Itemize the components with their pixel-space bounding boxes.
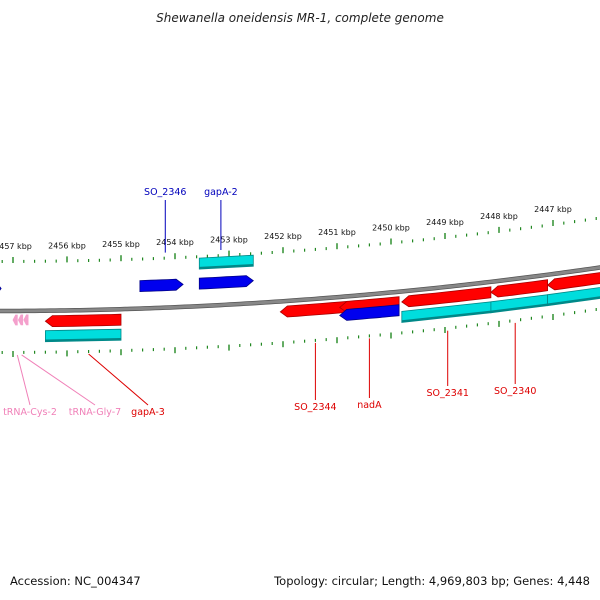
feature-label: SO_2340 xyxy=(494,386,536,397)
cds-feature xyxy=(546,272,600,291)
genome-backbone xyxy=(0,265,600,314)
feature-labels: SO_2346 gapA-2 tRNA-Cys-2 tRNA-Gly-7 gapA-3 S… xyxy=(3,187,536,418)
gene-feature xyxy=(0,286,2,291)
tick-label: 2453 kbp xyxy=(210,236,248,245)
feature-label: SO_2344 xyxy=(294,402,336,413)
feature-label: gapA-2 xyxy=(204,187,238,198)
label-leader xyxy=(21,354,96,406)
map-title: Shewanella oneidensis MR-1, complete gen… xyxy=(156,11,444,25)
rna-feature-shade xyxy=(401,310,492,323)
tick-label: 2454 kbp xyxy=(156,238,194,247)
trna-feature xyxy=(23,314,29,326)
feature-label: nadA xyxy=(357,400,382,411)
rna-feature xyxy=(547,287,600,307)
cds-feature xyxy=(279,300,349,318)
label-leader xyxy=(16,354,31,406)
scale-ticks: 2457 kbp 2456 kbp 2455 kbp 2454 kbp 2453 kbp… xyxy=(0,205,597,357)
genome-stats-text: Topology: circular; Length: 4,969,803 bp… xyxy=(273,574,590,588)
feature-label: SO_2346 xyxy=(144,187,186,198)
tick-label: 2457 kbp xyxy=(0,242,32,251)
gene-feature xyxy=(139,278,184,293)
tick-label: 2449 kbp xyxy=(426,218,464,227)
feature-label: SO_2341 xyxy=(426,388,468,399)
rna-feature-shade xyxy=(45,338,122,342)
rna-feature-shade xyxy=(199,264,254,269)
trna-feature xyxy=(17,314,24,326)
feature-label: tRNA-Cys-2 xyxy=(3,407,57,418)
gene-feature xyxy=(339,304,400,321)
trna-feature xyxy=(12,314,18,326)
tick-label: 2456 kbp xyxy=(48,241,86,250)
tick-label: 2448 kbp xyxy=(480,212,518,221)
rna-feature-shade xyxy=(547,296,600,306)
tick-label: 2451 kbp xyxy=(318,228,356,237)
feature-label: gapA-3 xyxy=(131,407,165,418)
accession-text: Accession: NC_004347 xyxy=(10,574,141,588)
cds-feature xyxy=(44,313,122,327)
gene-feature xyxy=(198,275,254,290)
tick-label: 2455 kbp xyxy=(102,240,140,249)
label-leader xyxy=(88,353,149,406)
tick-label: 2447 kbp xyxy=(534,205,572,214)
backbone-line xyxy=(0,265,600,313)
feature-label: tRNA-Gly-7 xyxy=(69,407,121,418)
tick-label: 2450 kbp xyxy=(372,224,410,233)
map-layer: 2457 kbp 2456 kbp 2455 kbp 2454 kbp 2453 kbp… xyxy=(0,187,600,418)
tick-label: 2452 kbp xyxy=(264,232,302,241)
feature-track xyxy=(0,254,600,343)
rna-feature-shade xyxy=(490,303,548,313)
